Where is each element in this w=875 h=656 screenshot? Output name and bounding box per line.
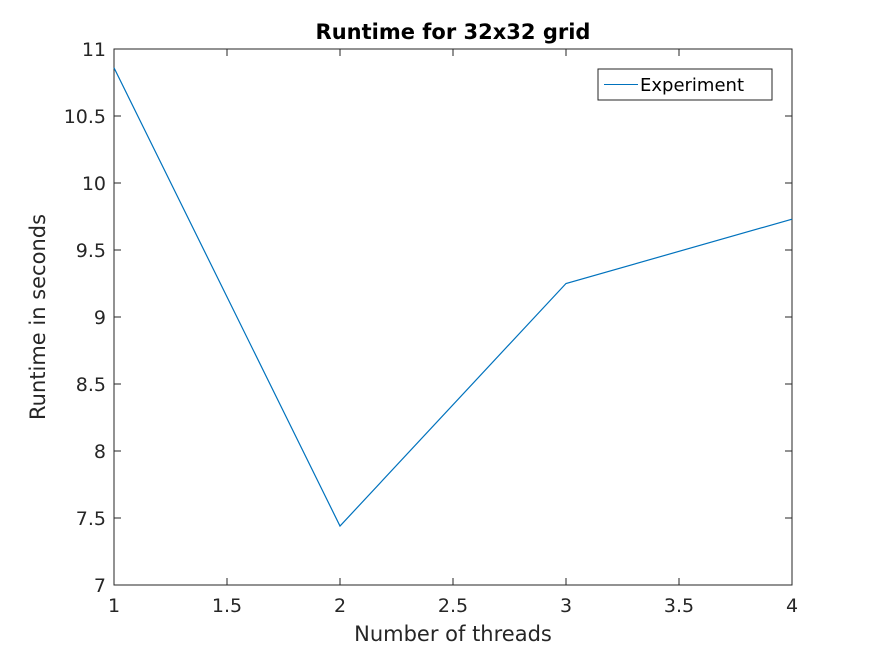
x-tick-label: 4 xyxy=(786,595,798,617)
axes-frame xyxy=(113,48,793,586)
y-tick-label: 8.5 xyxy=(76,374,106,396)
y-tick-label: 11 xyxy=(82,39,106,61)
ticks-layer: 1 1.5 2 2.5 3 3.5 4 7 7.5 8 8.5 9 9.5 10 10.5 11 xyxy=(64,39,798,617)
x-tick-label: 1.5 xyxy=(212,595,242,617)
y-axis-title: Runtime in seconds xyxy=(26,214,50,420)
x-axis-title: Number of threads xyxy=(354,622,552,646)
y-tick-label: 7.5 xyxy=(76,508,106,530)
legend-label-experiment: Experiment xyxy=(640,75,744,96)
x-tick-label: 3.5 xyxy=(664,595,694,617)
x-tick-label: 2.5 xyxy=(438,595,468,617)
y-tick-label: 7 xyxy=(94,575,106,597)
legend: Experiment xyxy=(597,68,773,101)
x-tick-label: 1 xyxy=(108,595,120,617)
y-tick-label: 10 xyxy=(82,173,106,195)
chart-title: Runtime for 32x32 grid xyxy=(316,20,591,44)
y-tick-label: 9.5 xyxy=(76,240,106,262)
x-tick-label: 2 xyxy=(334,595,346,617)
x-tick-label: 3 xyxy=(560,595,572,617)
y-tick-label: 9 xyxy=(94,307,106,329)
series-line-experiment xyxy=(113,67,793,528)
y-tick-label: 8 xyxy=(94,441,106,463)
series-layer xyxy=(113,67,793,528)
y-tick-label: 10.5 xyxy=(64,106,106,128)
